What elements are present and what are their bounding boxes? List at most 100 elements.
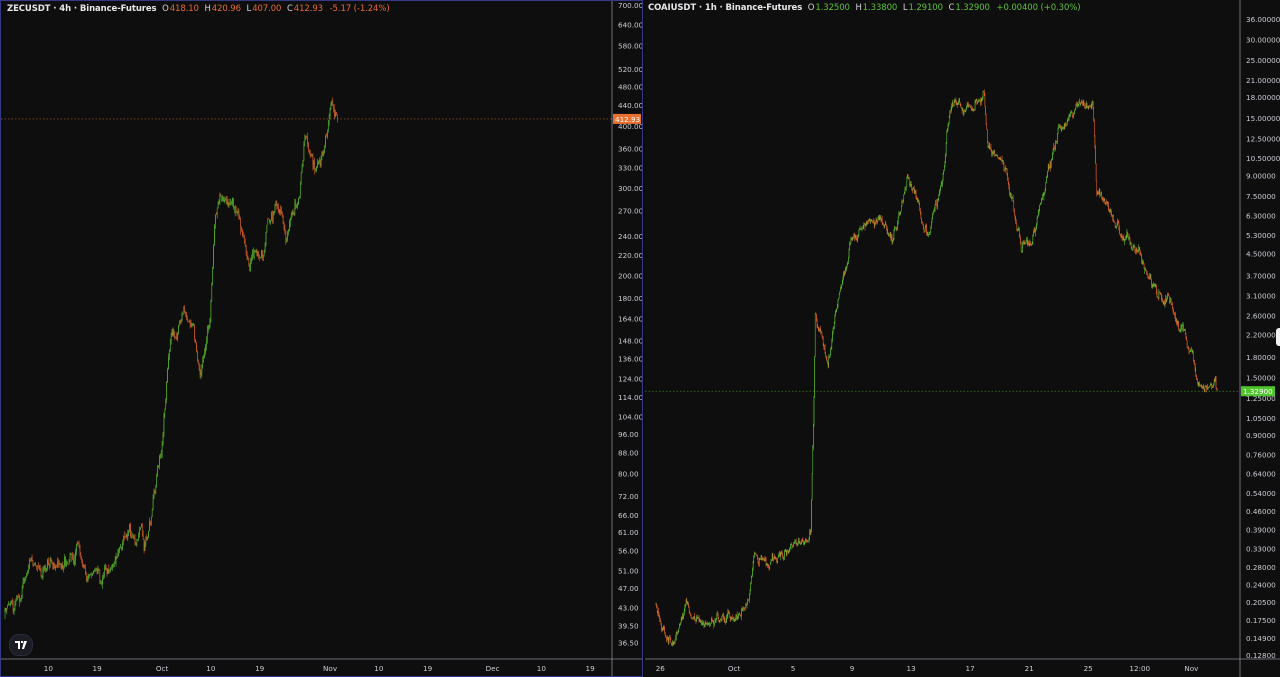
candle-body (769, 564, 770, 569)
candle-body (955, 99, 957, 104)
candle-body (1043, 193, 1044, 196)
candle-body (726, 616, 727, 621)
candle-body (79, 544, 81, 553)
candle-body (765, 558, 766, 559)
candle-body (1002, 161, 1003, 162)
candle-body (1162, 299, 1163, 302)
price-tick-label: 6.30000 (1246, 212, 1276, 221)
candle-body (918, 200, 919, 202)
price-tick-label: 2.20000 (1246, 330, 1276, 339)
side-panel-toggle-button[interactable] (1276, 328, 1280, 346)
candle-body (171, 329, 173, 336)
candle-body (277, 206, 278, 208)
high-label: H (204, 4, 211, 14)
candle-body (1069, 115, 1070, 116)
zecusdt-chart-panel[interactable]: 700.00 640.00 580.00 520.00 480.00 440.00 400.… (0, 0, 643, 677)
symbol-title[interactable]: ZECUSDT · 4h · Binance-Futures (7, 4, 157, 14)
candle-body (1130, 243, 1132, 249)
candle-body (158, 465, 159, 468)
tradingview-logo[interactable] (9, 634, 33, 656)
candle-body (837, 305, 838, 309)
candle-body (990, 148, 991, 149)
candle-body (690, 613, 691, 615)
candle-body (299, 183, 301, 198)
coaiusdt-chart-panel[interactable]: 44.00000 36.00000 30.00000 25.00000 21.00000… (645, 0, 1280, 677)
candle-body (792, 545, 794, 547)
candle-body (747, 599, 748, 605)
candle-body (1035, 230, 1036, 233)
candle-body (841, 285, 842, 287)
candle-body (928, 234, 929, 236)
candle-body (1178, 328, 1180, 331)
candle-body (796, 543, 798, 545)
candle-body (1193, 360, 1195, 363)
candle-body (142, 534, 144, 540)
candle-body (1167, 294, 1168, 299)
candle-body (246, 252, 248, 257)
price-tick-label: 3.70000 (1246, 272, 1276, 281)
candle-body (27, 571, 28, 574)
candle-body (867, 220, 869, 221)
candle-body (139, 529, 140, 536)
candle-body (700, 619, 701, 623)
candle-body (806, 541, 808, 543)
candle-body (839, 291, 841, 295)
candle-body (1018, 227, 1019, 230)
candle-body (85, 574, 87, 582)
candle-body (941, 182, 943, 185)
candle-body (1068, 115, 1070, 118)
candle-body (225, 197, 226, 200)
candle-body (1091, 103, 1093, 107)
candle-body (759, 558, 761, 560)
candle-body (728, 612, 730, 614)
candle-body (311, 155, 313, 156)
candle-body (61, 564, 63, 568)
candle-body (1099, 190, 1101, 196)
candle-body (918, 200, 920, 205)
candle-body (1118, 222, 1120, 228)
open-value: 1.32500 (815, 3, 850, 13)
candle-body (950, 108, 952, 112)
candle-body (205, 346, 206, 353)
candle-body (681, 618, 683, 620)
zecusdt-candlestick-chart[interactable]: 700.00 640.00 580.00 520.00 480.00 440.00 400.… (1, 1, 642, 676)
candle-body (1027, 238, 1028, 243)
low-value: 407.00 (252, 4, 282, 14)
price-tick-label: 21.00000 (1246, 76, 1280, 85)
candle-body (1027, 241, 1029, 243)
candle-body (953, 100, 955, 107)
candle-body (1125, 239, 1126, 240)
candle-body (1170, 298, 1172, 305)
candle-body (37, 565, 38, 567)
candle-body (921, 222, 923, 223)
candle-body (690, 614, 692, 618)
candle-body (1070, 111, 1072, 113)
candle-body (925, 226, 926, 232)
candle-body (748, 599, 750, 601)
candle-body (1095, 148, 1096, 164)
candle-body (1022, 242, 1024, 244)
price-tick-label: 1.80000 (1246, 353, 1276, 362)
candle-body (146, 537, 148, 540)
time-tick-label: Oct (728, 664, 741, 673)
candle-body (1019, 227, 1020, 236)
candle-body (969, 104, 970, 106)
candle-body (818, 327, 819, 329)
candle-body (817, 326, 818, 328)
candle-body (67, 564, 69, 565)
candle-body (829, 354, 831, 358)
candle-body (48, 559, 49, 566)
price-tick-label: 66.00 (618, 511, 639, 520)
coaiusdt-candlestick-chart[interactable]: 44.00000 36.00000 30.00000 25.00000 21.00000… (645, 0, 1280, 677)
candle-body (278, 207, 279, 213)
candle-body (53, 564, 55, 569)
candle-body (197, 361, 199, 365)
last-price-badge (1241, 386, 1275, 397)
candle-body (662, 628, 664, 630)
candle-body (781, 552, 782, 553)
candle-body (832, 328, 834, 334)
symbol-title[interactable]: COAIUSDT · 1h · Binance-Futures (648, 3, 803, 13)
candle-body (93, 571, 94, 574)
candle-body (1005, 168, 1007, 170)
candle-body (675, 639, 676, 640)
